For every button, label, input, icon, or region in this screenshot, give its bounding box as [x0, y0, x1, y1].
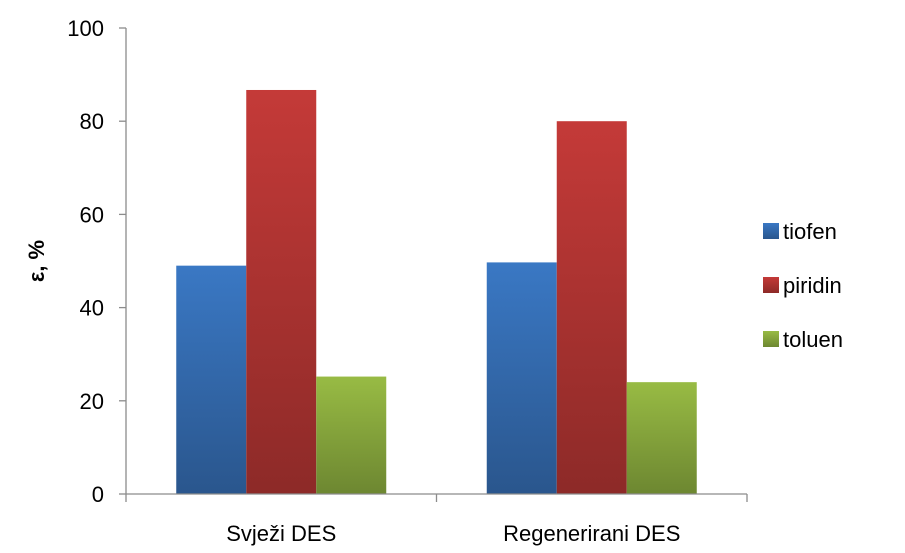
legend-item-toluen: toluen	[763, 327, 843, 352]
x-tick-label: Svježi DES	[226, 521, 336, 546]
bar-tiofen-2	[486, 262, 557, 494]
bar-toluen-1	[316, 376, 387, 494]
bar-toluen-2	[626, 382, 697, 494]
y-tick-label: 60	[80, 202, 104, 227]
x-tick-label: Regenerirani DES	[503, 521, 680, 546]
y-tick-label: 0	[92, 482, 104, 507]
legend-swatch	[763, 223, 779, 239]
bar-piridin-1	[246, 89, 317, 494]
bar-tiofen-1	[176, 265, 247, 494]
y-tick-labels: 0 20 40 60 80 100	[67, 16, 104, 507]
legend-label: piridin	[783, 273, 842, 298]
axes-group	[119, 27, 748, 502]
legend-item-tiofen: tiofen	[763, 219, 837, 244]
x-tick-labels: Svježi DES Regenerirani DES	[226, 521, 680, 546]
y-tick-label: 80	[80, 109, 104, 134]
legend-label: toluen	[783, 327, 843, 352]
y-axis-title: ε, %	[24, 240, 49, 282]
y-tick-label: 20	[80, 389, 104, 414]
bars-group	[176, 89, 697, 494]
legend-swatch	[763, 331, 779, 347]
bar-piridin-2	[556, 121, 627, 494]
y-tick-label: 40	[80, 296, 104, 321]
y-tick-label: 100	[67, 16, 104, 41]
legend-swatch	[763, 277, 779, 293]
legend-item-piridin: piridin	[763, 273, 842, 298]
legend: tiofen piridin toluen	[763, 219, 843, 352]
legend-label: tiofen	[783, 219, 837, 244]
